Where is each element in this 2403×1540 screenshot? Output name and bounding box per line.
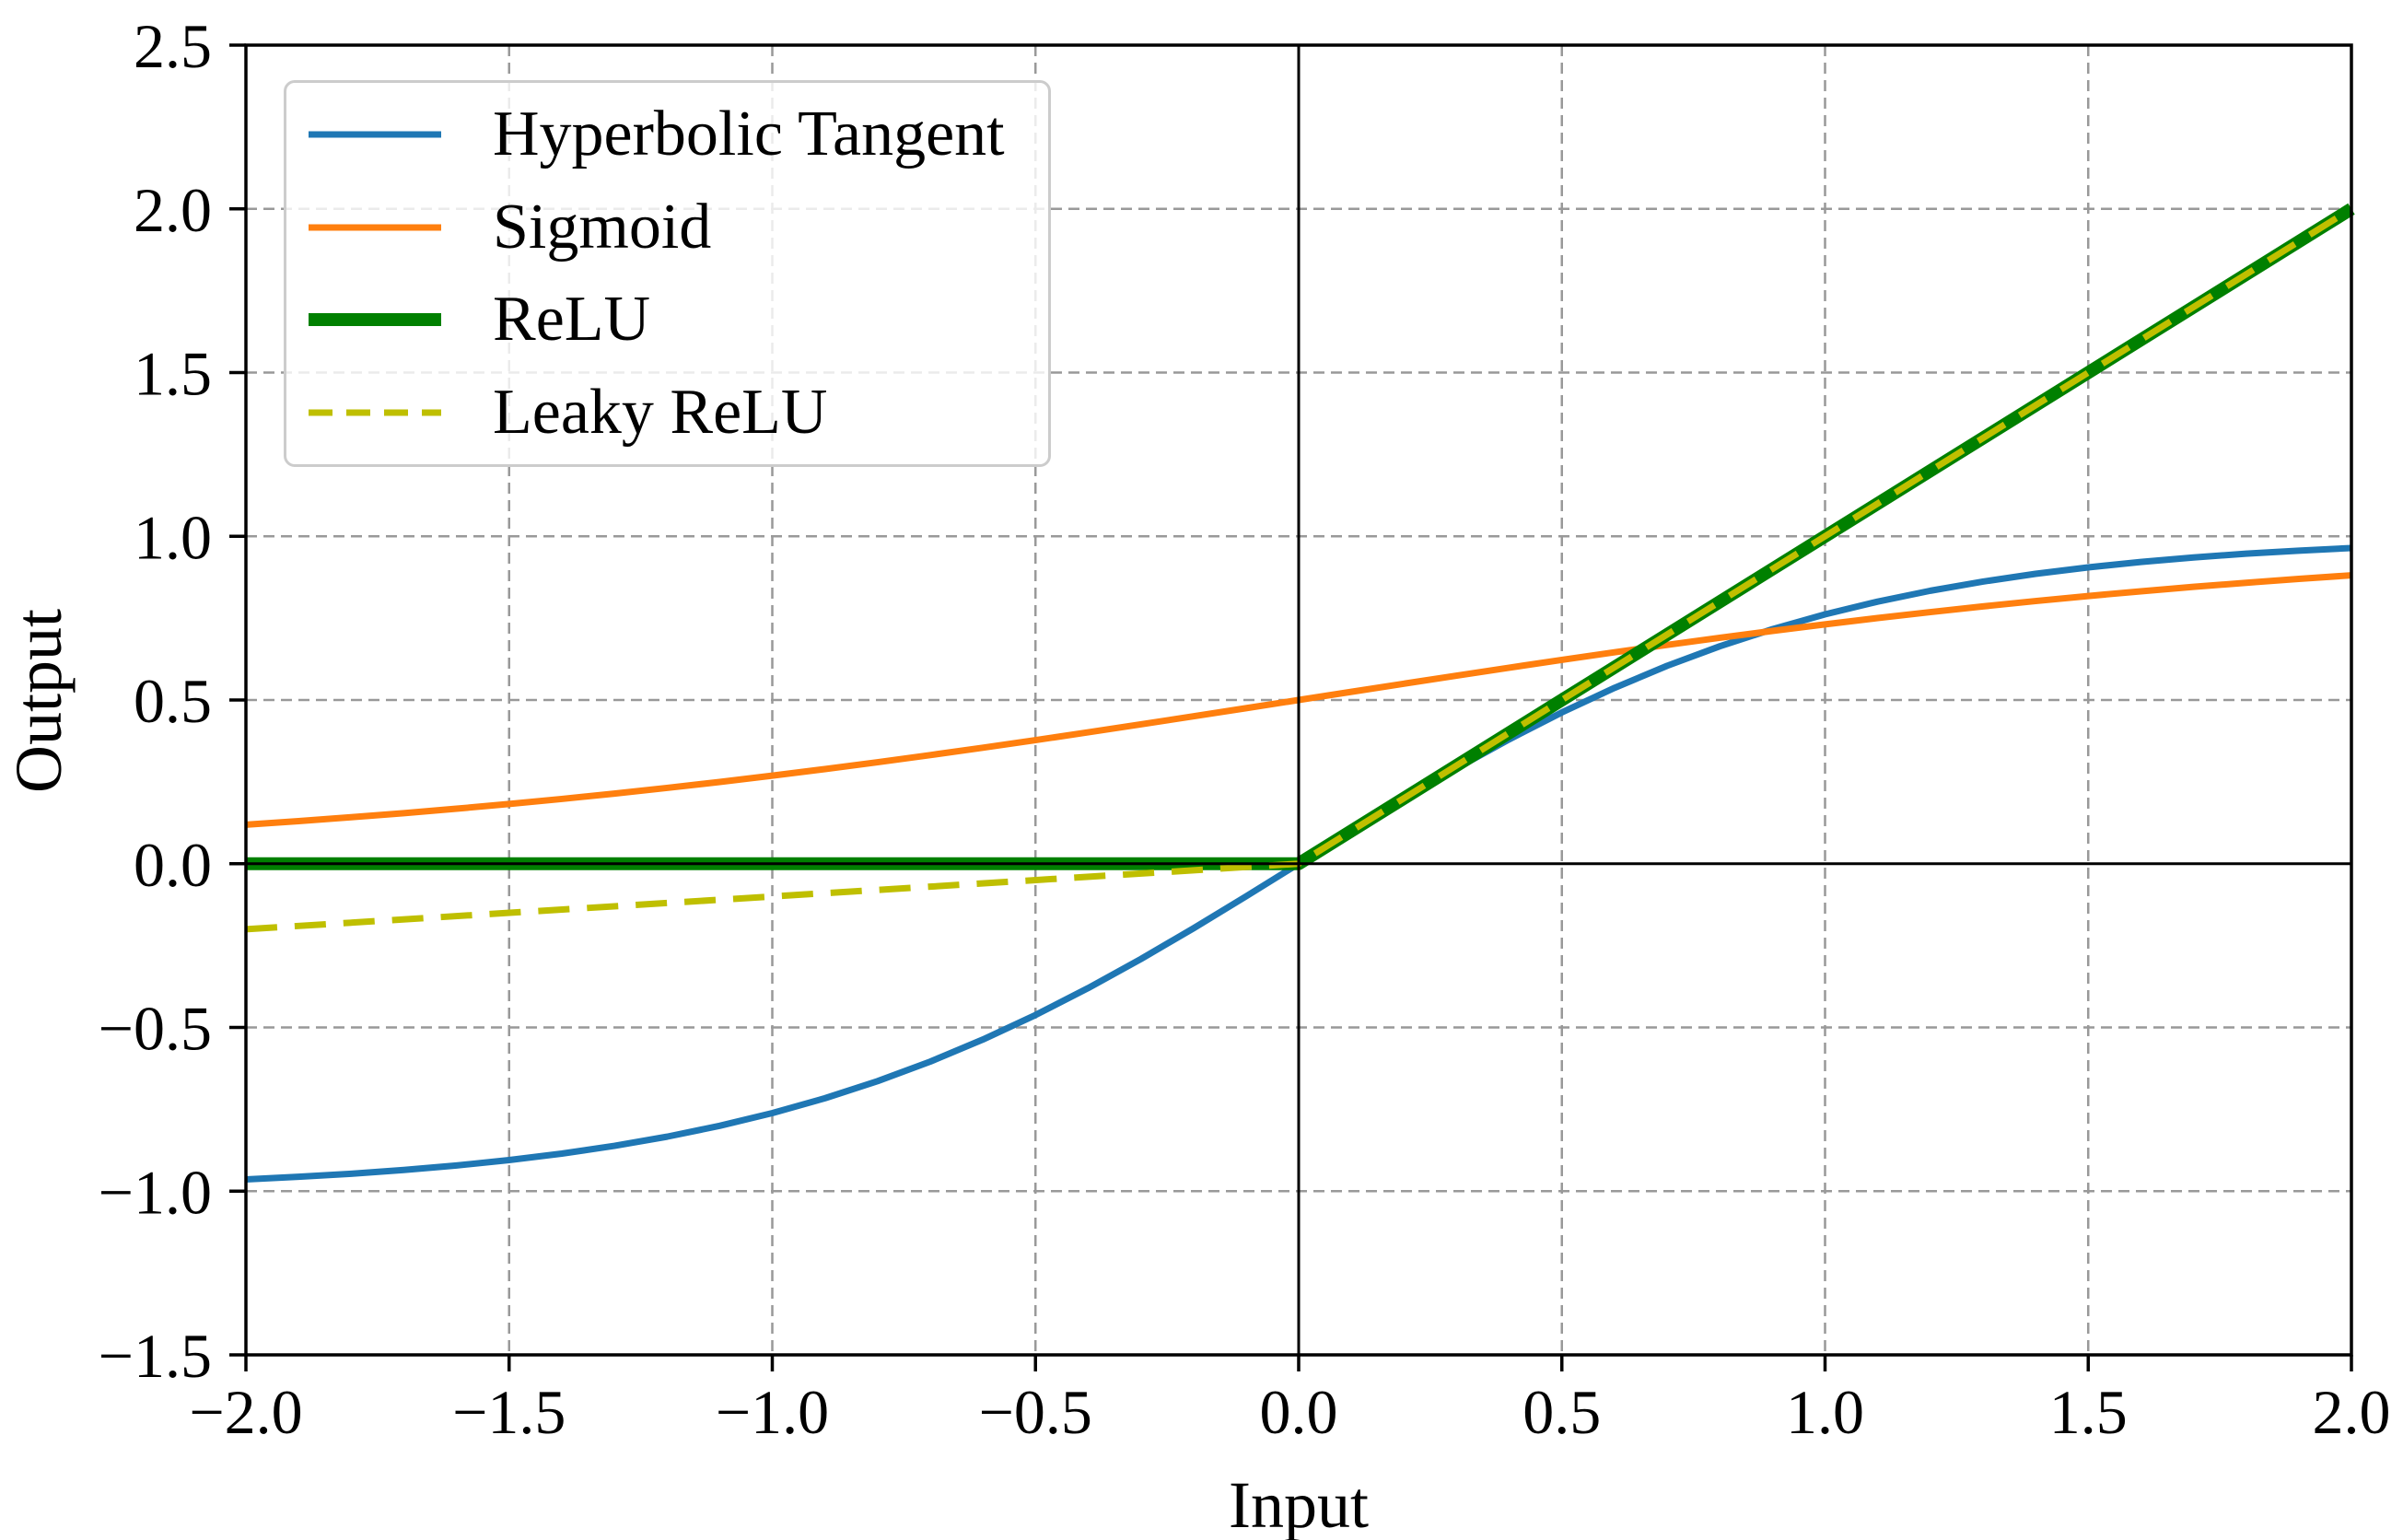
x-tick-label: 1.0 [1786,1377,1864,1447]
x-tick-label: −1.5 [452,1377,566,1447]
legend-item-hyperbolic-tangent: Hyperbolic Tangent [307,88,1039,181]
legend-swatch-leaky-relu-line-icon [309,409,441,416]
y-tick-label: 0.0 [134,830,212,900]
y-tick-label: −0.5 [99,994,212,1064]
x-tick-label: −2.0 [189,1377,302,1447]
legend-item-sigmoid: Sigmoid [307,181,1039,274]
legend-label-leaky-relu: Leaky ReLU [493,376,828,448]
x-tick-label: −1.0 [716,1377,829,1447]
y-tick-label: −1.5 [99,1321,212,1391]
y-tick-label: 1.5 [134,339,212,409]
legend: Hyperbolic Tangent Sigmoid ReLU Leaky Re… [284,80,1051,467]
legend-label-relu: ReLU [493,284,651,356]
y-tick-label: 2.5 [134,11,212,81]
legend-label-sigmoid: Sigmoid [493,191,712,262]
x-tick-label: 0.5 [1522,1377,1601,1447]
y-tick-label: −1.0 [99,1157,212,1227]
legend-swatch-sigmoid-line-icon [309,224,441,231]
y-tick-label: 0.5 [134,666,212,736]
x-tick-label: 0.0 [1260,1377,1338,1447]
legend-swatch-relu-line-icon [309,313,441,327]
x-tick-label: 1.5 [2049,1377,2128,1447]
x-tick-label: 2.0 [2313,1377,2391,1447]
y-axis-title: Output [2,608,76,794]
legend-item-leaky-relu: Leaky ReLU [307,367,1039,460]
y-tick-label: 1.0 [134,502,212,572]
x-axis-title: Input [1229,1468,1369,1540]
x-tick-label: −0.5 [979,1377,1092,1447]
y-tick-label: 2.0 [134,175,212,245]
legend-item-relu: ReLU [307,274,1039,367]
legend-label-hyperbolic-tangent: Hyperbolic Tangent [493,99,1005,170]
legend-swatch-hyperbolic-tangent-line-icon [309,131,441,138]
